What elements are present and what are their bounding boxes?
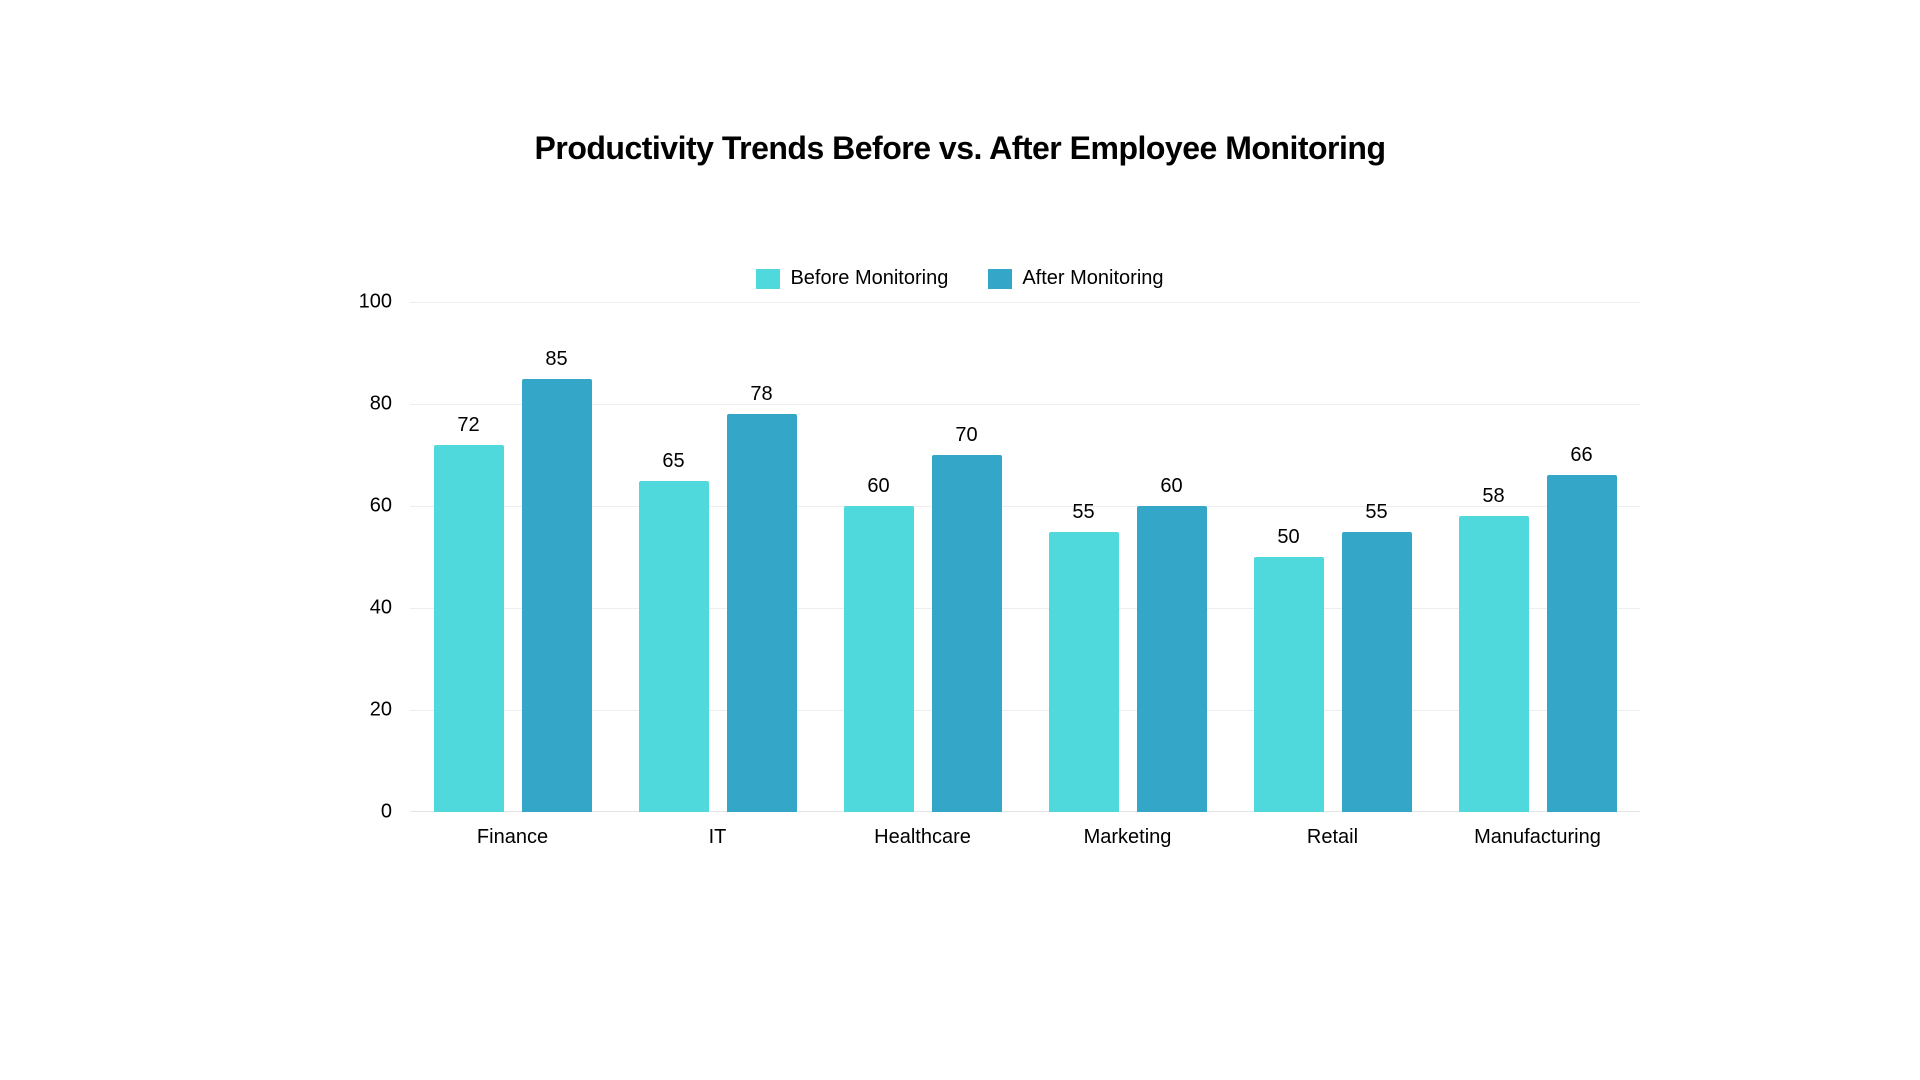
- bar-value-label: 78: [750, 383, 772, 414]
- bar-before: 55: [1049, 532, 1119, 813]
- plot-area: 7285Finance6578IT6070Healthcare5560Marke…: [410, 302, 1640, 812]
- bar-before: 65: [639, 481, 709, 813]
- bar-value-label: 55: [1365, 501, 1387, 532]
- bar-value-label: 60: [1160, 475, 1182, 506]
- y-tick-label: 80: [370, 393, 410, 416]
- category-label: Healthcare: [874, 812, 971, 849]
- bar-value-label: 50: [1277, 526, 1299, 557]
- legend-swatch-after: [988, 269, 1012, 289]
- legend-swatch-before: [756, 269, 780, 289]
- chart-legend: Before Monitoring After Monitoring: [210, 267, 1710, 290]
- category-label: Marketing: [1084, 812, 1172, 849]
- y-tick-label: 40: [370, 597, 410, 620]
- bar-after: 70: [932, 455, 1002, 812]
- category-label: Finance: [477, 812, 548, 849]
- bar-before: 50: [1254, 557, 1324, 812]
- bar-after: 78: [727, 414, 797, 812]
- y-tick-label: 100: [359, 291, 410, 314]
- legend-item-after: After Monitoring: [988, 267, 1163, 290]
- plot-outer: Productivity Score (out of 100) 7285Fina…: [210, 302, 1710, 872]
- category-label: Manufacturing: [1474, 812, 1601, 849]
- legend-label-before: Before Monitoring: [790, 267, 948, 290]
- bar-value-label: 58: [1482, 485, 1504, 516]
- y-tick-label: 20: [370, 699, 410, 722]
- y-tick-label: 0: [381, 801, 410, 824]
- bar-after: 55: [1342, 532, 1412, 813]
- bar-value-label: 60: [867, 475, 889, 506]
- bar-value-label: 85: [545, 348, 567, 379]
- bar-value-label: 55: [1072, 501, 1094, 532]
- category-label: Retail: [1307, 812, 1358, 849]
- bar-value-label: 65: [662, 450, 684, 481]
- bar-after: 85: [522, 379, 592, 813]
- bar-before: 72: [434, 445, 504, 812]
- bar-after: 66: [1547, 475, 1617, 812]
- bar-value-label: 66: [1570, 444, 1592, 475]
- category-label: IT: [709, 812, 727, 849]
- bar-value-label: 72: [457, 414, 479, 445]
- chart-title: Productivity Trends Before vs. After Emp…: [210, 130, 1710, 167]
- chart-container: Productivity Trends Before vs. After Emp…: [210, 120, 1710, 960]
- legend-item-before: Before Monitoring: [756, 267, 948, 290]
- legend-label-after: After Monitoring: [1022, 267, 1163, 290]
- bar-before: 58: [1459, 516, 1529, 812]
- bar-before: 60: [844, 506, 914, 812]
- y-tick-label: 60: [370, 495, 410, 518]
- bar-after: 60: [1137, 506, 1207, 812]
- bar-value-label: 70: [955, 424, 977, 455]
- bars-layer: 7285Finance6578IT6070Healthcare5560Marke…: [410, 302, 1640, 812]
